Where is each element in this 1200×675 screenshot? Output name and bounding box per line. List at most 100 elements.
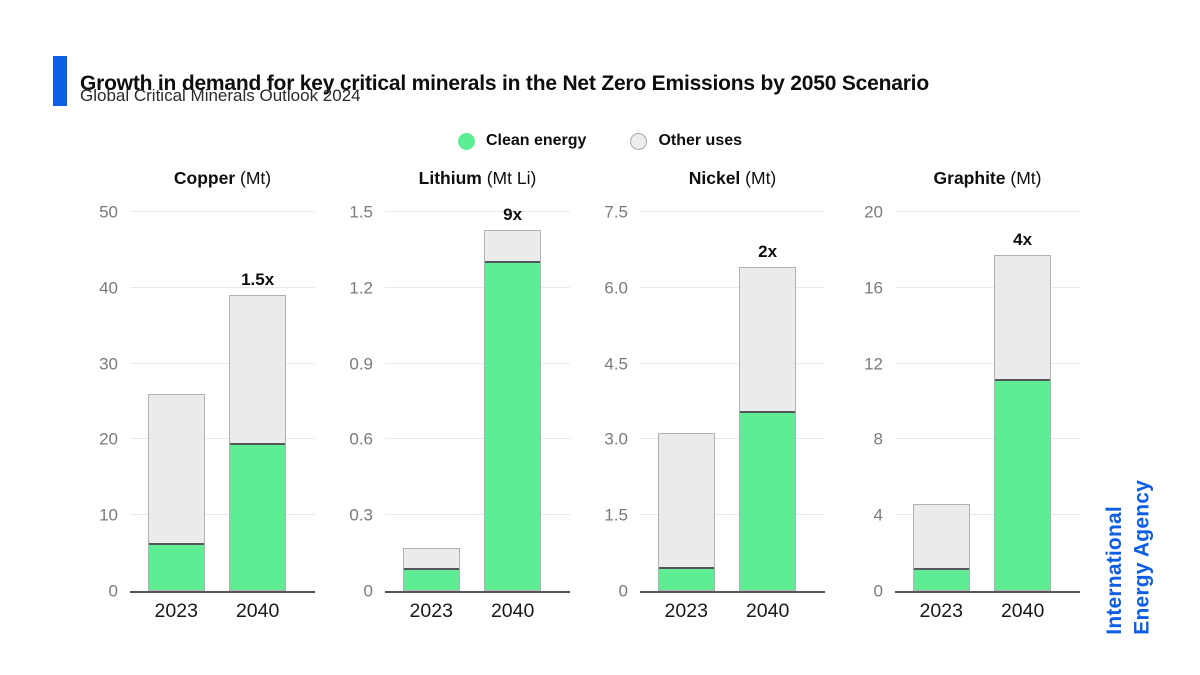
bar-segment-other-uses xyxy=(485,231,540,261)
accent-bar xyxy=(53,56,67,106)
chart-graphite: Graphite (Mt) 0 4 8 12 16 20 2023 2040 4x xyxy=(850,168,1085,638)
bar-segment-clean-energy xyxy=(148,543,204,590)
chart-title-unit: (Mt) xyxy=(740,168,777,188)
gridline xyxy=(640,211,825,212)
chart-title: Lithium (Mt Li) xyxy=(385,168,570,189)
bar-segment-other-uses xyxy=(914,505,969,568)
gridline xyxy=(130,362,315,364)
growth-multiplier-label: 9x xyxy=(503,204,523,224)
chart-title: Graphite (Mt) xyxy=(895,168,1080,189)
bar-2023 xyxy=(147,393,205,591)
legend-item-clean-energy: Clean energy xyxy=(457,132,587,150)
plot-area: 0 10 20 30 40 50 2023 2040 1.5x xyxy=(99,204,315,622)
bar-segment-clean-energy xyxy=(403,568,459,590)
plot-area: 0 4 8 12 16 20 2023 2040 4x xyxy=(864,204,1080,622)
clean-energy-dot-icon xyxy=(457,132,475,150)
chart-title-unit: (Mt Li) xyxy=(481,168,537,188)
plot-area: 0 0.3 0.6 0.9 1.2 1.5 2023 2040 9x xyxy=(349,204,570,622)
iea-logo: International Energy Agency xyxy=(1101,480,1156,635)
bar-segment-clean-energy xyxy=(994,379,1051,590)
y-tick-label: 0.9 xyxy=(349,354,373,374)
chart-title-mineral: Graphite xyxy=(933,168,1006,188)
y-tick-label: 40 xyxy=(99,278,118,298)
x-tick-label: 2040 xyxy=(745,600,790,622)
chart-title-mineral: Nickel xyxy=(688,168,741,188)
bar-2023 xyxy=(402,548,460,591)
growth-multiplier-label: 1.5x xyxy=(241,270,275,290)
plot-area: 0 1.5 3.0 4.5 6.0 7.5 2023 2040 2x xyxy=(604,204,825,622)
y-tick-label: 10 xyxy=(99,505,118,525)
y-tick-label: 8 xyxy=(873,429,883,449)
y-tick-label: 6.0 xyxy=(604,278,628,298)
gridline xyxy=(640,362,825,364)
y-tick-label: 0 xyxy=(873,581,883,601)
gridline xyxy=(895,211,1080,212)
iea-logo-line: Energy Agency xyxy=(1130,480,1154,635)
gridline xyxy=(640,286,825,288)
chart-nickel: Nickel (Mt) 0 1.5 3.0 4.5 6.0 7.5 2023 2040 2x xyxy=(595,168,830,638)
bar-2040 xyxy=(738,267,797,591)
bar-segment-clean-energy xyxy=(739,411,796,590)
x-tick-label: 2040 xyxy=(235,600,280,622)
bar-segment-other-uses xyxy=(659,434,714,567)
x-tick-label: 2023 xyxy=(409,600,453,622)
y-tick-label: 0.6 xyxy=(349,429,373,449)
bar-2040 xyxy=(483,229,542,591)
y-tick-label: 30 xyxy=(99,354,118,374)
gridline xyxy=(895,362,1080,364)
y-tick-label: 20 xyxy=(99,429,118,449)
bar-segment-other-uses xyxy=(149,395,204,544)
bar-segment-other-uses xyxy=(740,268,795,411)
y-tick-label: 20 xyxy=(864,202,883,222)
bar-segment-other-uses xyxy=(230,296,285,443)
y-tick-label: 12 xyxy=(864,354,883,374)
y-tick-label: 16 xyxy=(864,278,883,298)
x-tick-label: 2023 xyxy=(154,600,198,622)
bar-2023 xyxy=(657,432,715,591)
y-tick-label: 50 xyxy=(99,202,118,222)
gridline xyxy=(385,286,570,288)
legend: Clean energy Other uses xyxy=(0,132,1200,150)
legend-label: Clean energy xyxy=(485,132,587,149)
other-uses-dot-icon xyxy=(630,132,648,150)
growth-multiplier-label: 4x xyxy=(1013,229,1033,249)
y-tick-label: 1.5 xyxy=(349,202,373,222)
page-subtitle: Global Critical Minerals Outlook 2024 xyxy=(80,86,361,105)
gridline xyxy=(640,438,825,440)
chart-title-unit: (Mt) xyxy=(1005,168,1042,188)
y-tick-label: 0 xyxy=(618,581,628,601)
gridline xyxy=(895,514,1080,516)
gridline xyxy=(130,438,315,440)
bar-2040 xyxy=(993,254,1052,591)
bar-segment-other-uses xyxy=(995,256,1050,379)
chart-title-unit: (Mt) xyxy=(235,168,272,188)
bar-segment-other-uses xyxy=(404,549,459,568)
bar-2023 xyxy=(912,503,970,591)
bar-segment-clean-energy xyxy=(484,260,541,590)
gridline xyxy=(130,514,315,516)
bar-segment-clean-energy xyxy=(658,566,714,590)
gridline xyxy=(385,438,570,440)
chart-copper: Copper (Mt) 0 10 20 30 40 50 2023 2040 1.5x xyxy=(85,168,320,638)
bar-2040 xyxy=(228,295,287,591)
x-tick-label: 2023 xyxy=(664,600,708,622)
chart-title: Copper (Mt) xyxy=(130,168,315,189)
gridline xyxy=(130,211,315,212)
gridline xyxy=(640,514,825,516)
y-tick-label: 0 xyxy=(108,581,118,601)
y-tick-label: 0 xyxy=(363,581,373,601)
bar-segment-clean-energy xyxy=(913,567,969,590)
chart-title-mineral: Lithium xyxy=(418,168,482,188)
gridline xyxy=(895,438,1080,440)
x-tick-label: 2040 xyxy=(1000,600,1045,622)
gridline xyxy=(385,362,570,364)
legend-label: Other uses xyxy=(658,132,743,149)
bar-segment-clean-energy xyxy=(229,443,286,590)
chart-lithium: Lithium (Mt Li) 0 0.3 0.6 0.9 1.2 1.5 2023 2040… xyxy=(340,168,575,638)
y-tick-label: 3.0 xyxy=(604,429,628,449)
legend-item-other-uses: Other uses xyxy=(630,132,742,150)
x-tick-label: 2023 xyxy=(919,600,963,622)
growth-multiplier-label: 2x xyxy=(758,242,778,262)
gridline xyxy=(385,211,570,212)
iea-logo-line: International xyxy=(1103,506,1127,635)
